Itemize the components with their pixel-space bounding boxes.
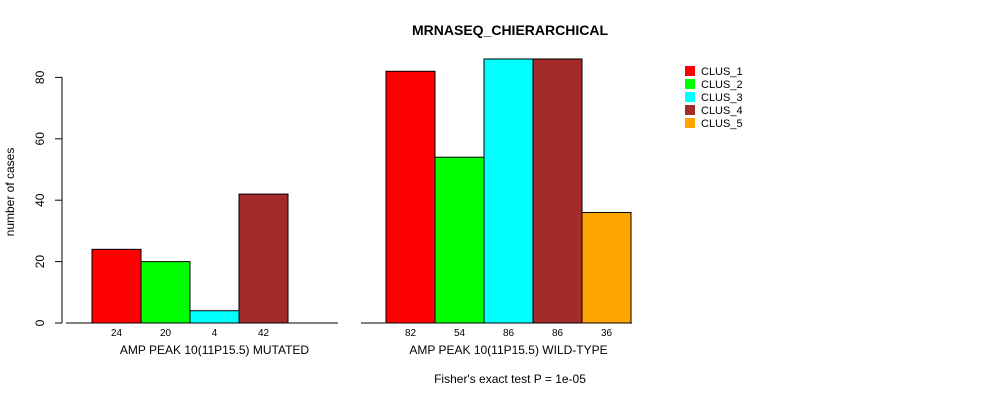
bar bbox=[434, 156, 485, 324]
bar bbox=[385, 70, 436, 324]
fisher-test-caption: Fisher's exact test P = 1e-05 bbox=[434, 372, 586, 386]
legend-item: CLUS_3 bbox=[685, 92, 743, 104]
bar bbox=[91, 248, 142, 324]
bar-count-label: 36 bbox=[601, 328, 613, 339]
legend-label: CLUS_2 bbox=[701, 79, 743, 91]
bar-count-label: 86 bbox=[503, 328, 515, 339]
bar-count-label: 4 bbox=[212, 328, 218, 339]
legend-swatch bbox=[685, 66, 695, 76]
y-tick-label: 60 bbox=[33, 132, 47, 146]
bar-count-label: 86 bbox=[552, 328, 564, 339]
y-axis: 0 20 40 60 80 bbox=[33, 70, 63, 326]
group-label: AMP PEAK 10(11P15.5) MUTATED bbox=[120, 343, 310, 357]
chart-title: MRNASEQ_CHIERARCHICAL bbox=[412, 22, 608, 38]
group-label: AMP PEAK 10(11P15.5) WILD-TYPE bbox=[409, 343, 607, 357]
legend-label: CLUS_5 bbox=[701, 118, 743, 130]
legend-item: CLUS_4 bbox=[685, 105, 743, 117]
bar-count-label: 42 bbox=[258, 328, 270, 339]
legend-label: CLUS_1 bbox=[701, 66, 743, 78]
legend-swatch bbox=[685, 118, 695, 128]
bar-count-label: 20 bbox=[160, 328, 172, 339]
legend-swatch bbox=[685, 79, 695, 89]
y-tick-label: 80 bbox=[33, 70, 47, 84]
bar-group: 24 20 4 42 AMP PEAK 10(11P15.5) MUTATED bbox=[66, 193, 338, 357]
y-tick-label: 40 bbox=[33, 193, 47, 207]
bar bbox=[581, 211, 632, 324]
legend-label: CLUS_3 bbox=[701, 92, 743, 104]
bar bbox=[189, 310, 240, 324]
legend-item: CLUS_5 bbox=[685, 118, 743, 130]
bar-group: 82 54 86 86 36 AMP PEAK 10(11P15.5) WILD-TYPE bbox=[361, 58, 632, 357]
bar bbox=[483, 58, 534, 324]
y-tick-label: 0 bbox=[33, 319, 47, 326]
bar bbox=[532, 58, 583, 324]
legend-label: CLUS_4 bbox=[701, 105, 743, 117]
y-axis-label: number of cases bbox=[3, 148, 17, 237]
legend-swatch bbox=[685, 92, 695, 102]
legend-item: CLUS_2 bbox=[685, 79, 743, 91]
y-tick-label: 20 bbox=[33, 255, 47, 269]
bar-count-label: 24 bbox=[111, 328, 123, 339]
bar bbox=[238, 193, 289, 324]
legend-swatch bbox=[685, 105, 695, 115]
bar-count-label: 82 bbox=[405, 328, 417, 339]
bar bbox=[140, 261, 191, 324]
legend-item: CLUS_1 bbox=[685, 66, 743, 78]
bar-count-label: 54 bbox=[454, 328, 466, 339]
